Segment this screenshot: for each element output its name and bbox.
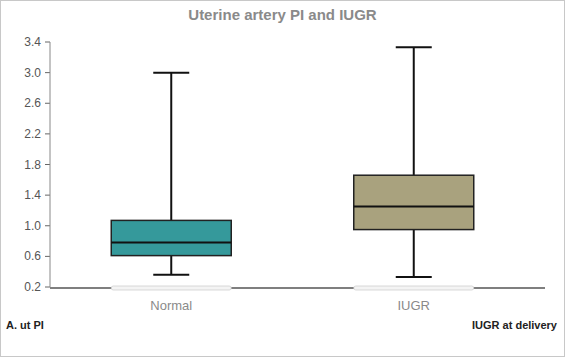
title: Uterine artery PI and IUGR: [188, 6, 377, 23]
y-tick-label: 1.4: [24, 188, 41, 202]
median: [354, 206, 474, 208]
min-cap: [396, 276, 432, 278]
y-tick-label: 0.6: [24, 249, 41, 263]
min-cap: [153, 274, 189, 276]
median: [111, 242, 231, 244]
y-tick: [45, 256, 50, 257]
category-marker: [354, 286, 474, 290]
y-tick-label: 2.2: [24, 127, 41, 141]
chart: Uterine artery PI and IUGR 0.2 0.6 1.0 1.4 1.…: [0, 0, 565, 357]
background: [1, 1, 565, 357]
max-cap: [396, 46, 432, 48]
y-tick-label: 3.0: [24, 66, 41, 80]
y-tick: [45, 72, 50, 73]
box-group: [354, 47, 474, 277]
y-tick-label: 0.2: [24, 280, 41, 294]
y-tick: [45, 164, 50, 165]
box: [354, 175, 474, 229]
upper-whisker: [413, 47, 415, 175]
y-tick-label: 3.4: [24, 35, 41, 49]
box: [111, 220, 231, 255]
category-marker: [111, 286, 231, 290]
y-tick: [45, 133, 50, 134]
category-label: IUGR: [398, 298, 431, 313]
upper-whisker: [170, 73, 172, 221]
lower-whisker: [170, 256, 172, 275]
y-axis-line: [50, 42, 51, 287]
lower-whisker: [413, 230, 415, 277]
x-axis-label: IUGR at delivery: [472, 319, 558, 331]
y-tick: [45, 195, 50, 196]
y-tick-label: 2.6: [24, 96, 41, 110]
y-axis-label: A. ut PI: [6, 319, 44, 331]
category-label: Normal: [150, 298, 192, 313]
y-tick: [45, 103, 50, 104]
y-axis: 0.2 0.6 1.0 1.4 1.8 2.2 2.6 3.0 3.4: [24, 35, 545, 294]
y-tick: [45, 287, 50, 288]
y-tick: [45, 225, 50, 226]
boxes: [111, 47, 474, 277]
max-cap: [153, 72, 189, 74]
y-tick: [45, 42, 50, 43]
y-tick-label: 1.8: [24, 158, 41, 172]
box-group: [111, 73, 231, 275]
y-tick-label: 1.0: [24, 219, 41, 233]
